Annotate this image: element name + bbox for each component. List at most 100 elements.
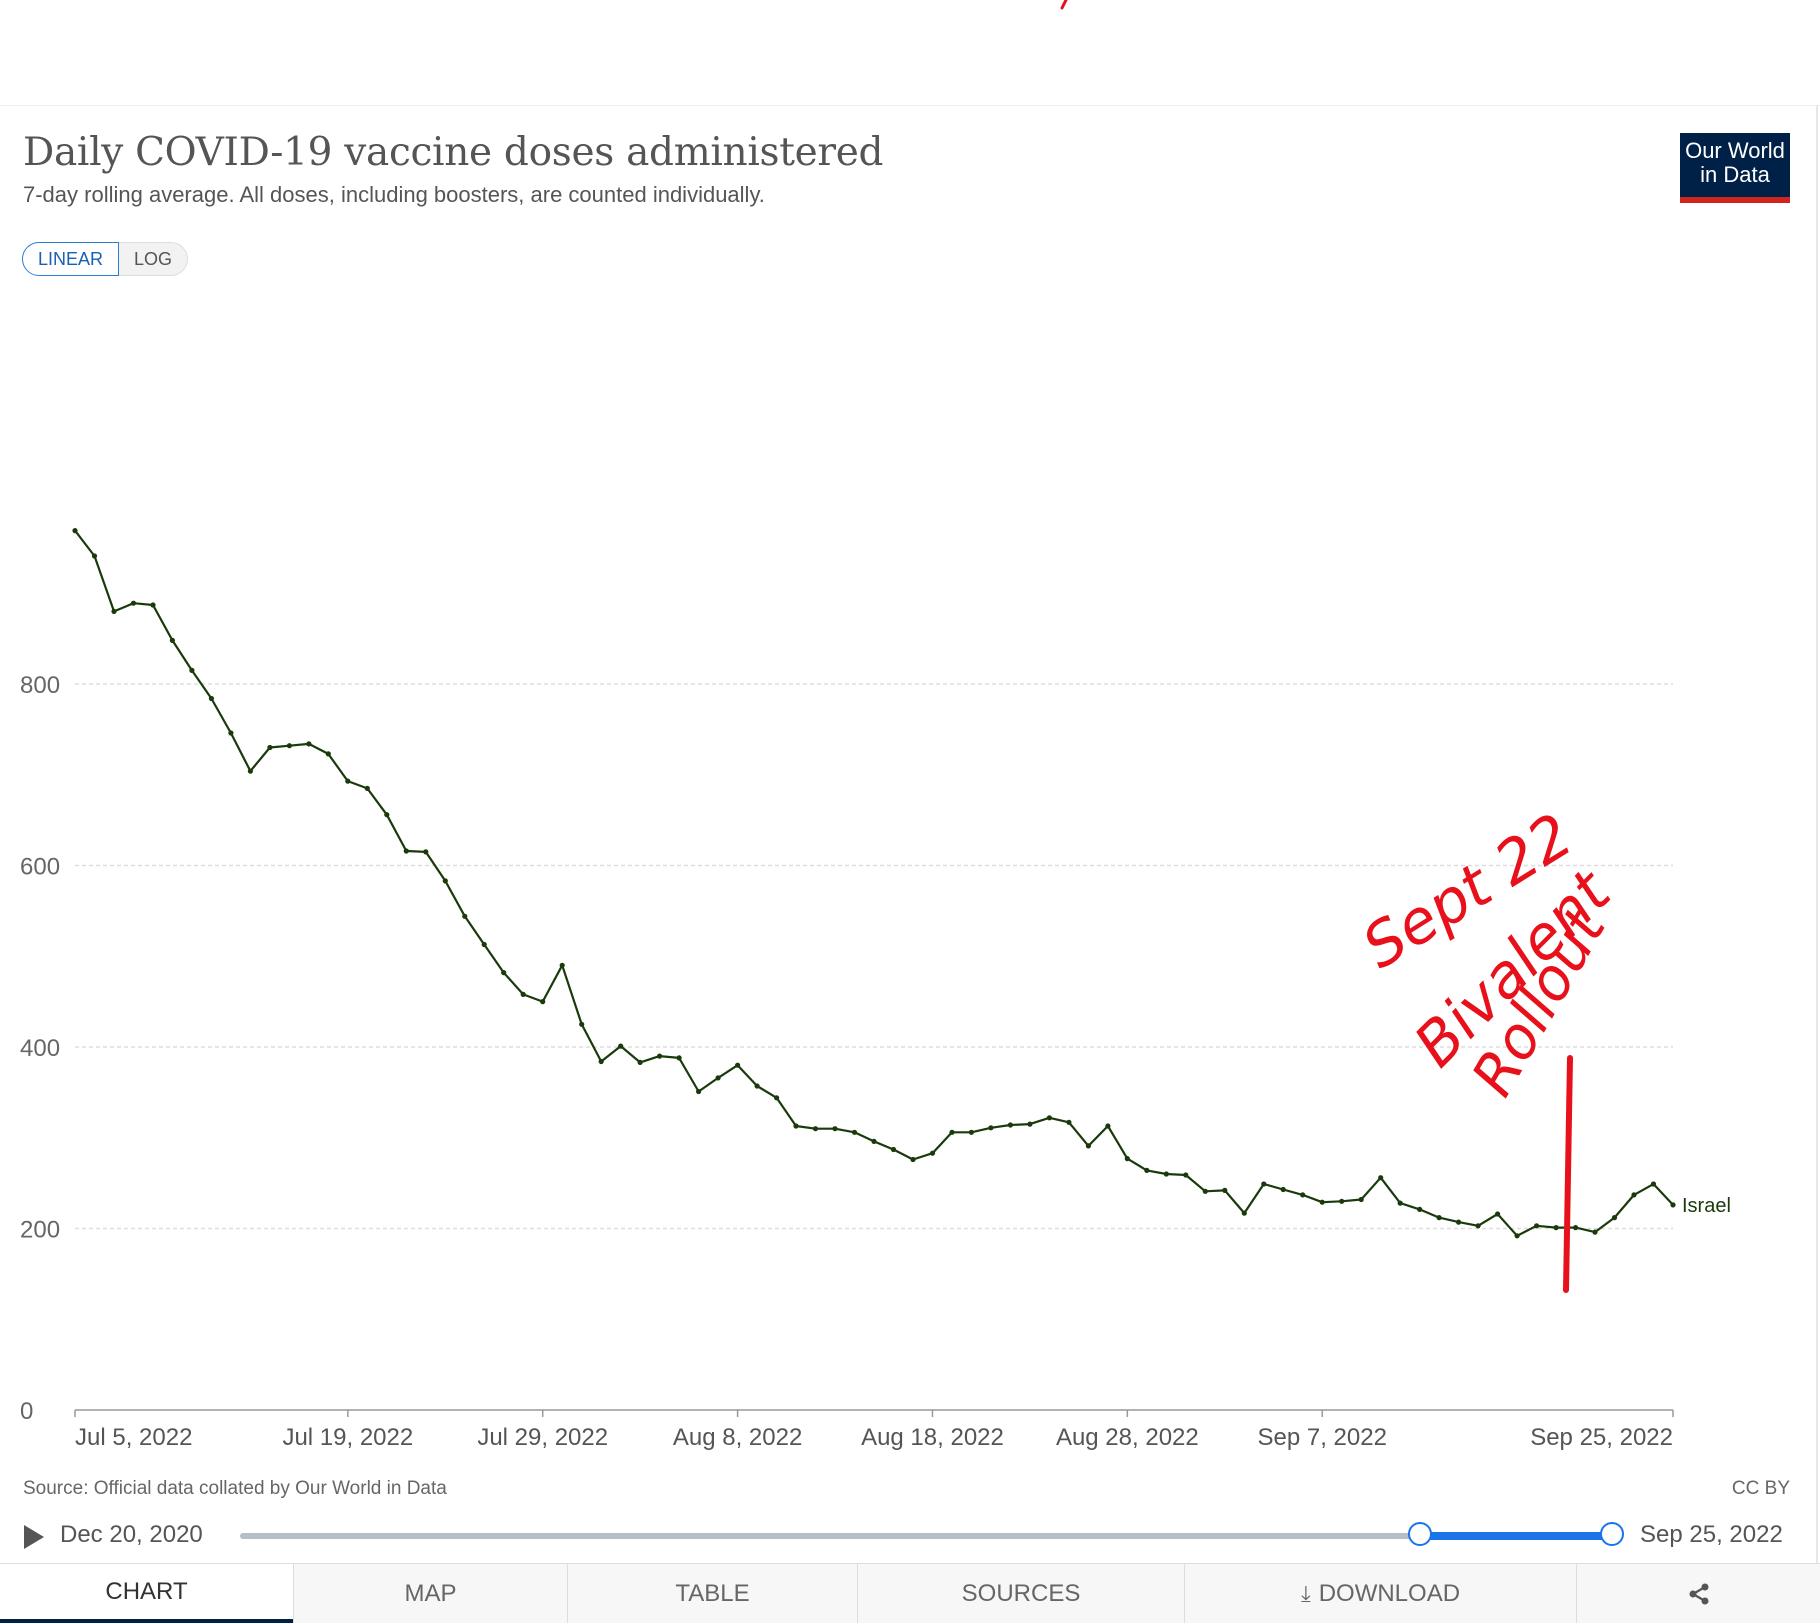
data-point xyxy=(1397,1200,1403,1206)
data-point xyxy=(1183,1172,1189,1178)
data-point xyxy=(657,1053,663,1059)
data-point xyxy=(1124,1156,1130,1162)
log-scale-button[interactable]: LOG xyxy=(119,242,189,276)
data-point xyxy=(1046,1115,1052,1121)
data-point xyxy=(968,1129,975,1135)
data-point xyxy=(520,991,526,998)
data-point xyxy=(1105,1123,1111,1129)
data-point xyxy=(890,1146,897,1153)
timeline-end-date: Sep 25, 2022 xyxy=(1640,1521,1783,1548)
tab-table[interactable]: TABLE xyxy=(567,1564,857,1623)
tab-sources[interactable]: SOURCES xyxy=(857,1564,1184,1623)
data-point xyxy=(1553,1225,1559,1231)
data-point xyxy=(1202,1188,1208,1194)
line-chart: 0 200 400 600 800 Jul 5, 2022 Jul 19, 2022 Jul … xyxy=(20,528,1731,1451)
share-icon xyxy=(1689,1583,1708,1604)
series-line-israel xyxy=(74,529,1674,1237)
timeline-start-date: Dec 20, 2020 xyxy=(60,1521,203,1548)
tab-bar: CHART MAP TABLE SOURCES ⤓ DOWNLOAD xyxy=(0,1563,1820,1623)
data-point xyxy=(423,849,429,855)
timeline-start-handle[interactable] xyxy=(1407,1522,1432,1546)
data-point xyxy=(579,1021,585,1027)
timeline-end-handle[interactable] xyxy=(1600,1522,1624,1546)
data-point xyxy=(735,1062,741,1068)
y-tick-label-0: 0 xyxy=(20,1398,33,1425)
data-point xyxy=(345,778,351,784)
data-point xyxy=(1339,1198,1345,1204)
data-point xyxy=(1378,1175,1384,1181)
data-point xyxy=(1436,1215,1442,1221)
tab-download-label: DOWNLOAD xyxy=(1318,1579,1461,1607)
data-point xyxy=(793,1123,799,1129)
data-point xyxy=(1241,1210,1247,1216)
data-point xyxy=(1611,1215,1618,1221)
y-tick-label-400: 400 xyxy=(20,1035,60,1062)
data-point xyxy=(1222,1187,1228,1193)
data-point xyxy=(325,751,331,757)
data-point xyxy=(384,812,390,818)
data-point xyxy=(364,785,370,791)
data-point xyxy=(286,743,292,749)
data-point xyxy=(150,602,156,608)
data-point xyxy=(1417,1206,1423,1212)
data-point xyxy=(559,962,565,968)
data-point xyxy=(91,553,98,559)
data-point xyxy=(676,1055,682,1061)
data-point xyxy=(910,1156,916,1163)
data-point xyxy=(228,730,234,736)
data-point xyxy=(208,695,214,702)
data-point xyxy=(1280,1186,1286,1193)
data-point xyxy=(540,999,546,1005)
data-point xyxy=(715,1075,721,1081)
data-point xyxy=(1534,1223,1540,1229)
linear-scale-button[interactable]: LINEAR xyxy=(22,242,120,276)
timeline-selected-range xyxy=(1419,1532,1612,1540)
timeline-track[interactable] xyxy=(240,1533,1612,1539)
data-point xyxy=(1066,1119,1072,1125)
play-icon[interactable] xyxy=(24,1525,44,1549)
data-point xyxy=(988,1125,994,1131)
data-point xyxy=(832,1126,838,1132)
download-icon: ⤓ xyxy=(1300,1580,1311,1606)
data-point xyxy=(812,1126,819,1132)
data-point xyxy=(851,1129,858,1135)
data-point xyxy=(189,667,195,673)
data-point xyxy=(1319,1199,1325,1205)
x-tick-label-7: Sep 25, 2022 xyxy=(1530,1424,1673,1451)
license-link[interactable]: CC BY xyxy=(1731,1478,1790,1499)
data-point xyxy=(1495,1211,1501,1217)
data-point xyxy=(1163,1171,1169,1177)
data-point xyxy=(501,970,507,976)
timeline: Dec 20, 2020 Sep 25, 2022 xyxy=(0,1515,1820,1555)
data-point xyxy=(774,1095,780,1101)
data-point xyxy=(481,941,487,948)
data-point xyxy=(267,744,273,751)
x-tick-label-1: Jul 19, 2022 xyxy=(282,1424,413,1451)
data-point xyxy=(403,848,409,854)
data-point xyxy=(1358,1196,1364,1203)
data-point xyxy=(637,1059,643,1065)
logo-line-1: Our World xyxy=(1685,138,1785,163)
data-point xyxy=(1573,1225,1579,1231)
share-button[interactable] xyxy=(1576,1564,1820,1623)
data-point xyxy=(754,1083,760,1089)
owid-logo[interactable]: Our World in Data xyxy=(1680,133,1790,203)
x-tick-label-4: Aug 18, 2022 xyxy=(861,1424,1004,1451)
data-point xyxy=(929,1150,936,1156)
y-tick-label-600: 600 xyxy=(20,854,60,881)
data-point xyxy=(306,741,312,747)
source-note[interactable]: Source: Official data collated by Our Wo… xyxy=(23,1478,447,1499)
x-tick-label-0: Jul 5, 2022 xyxy=(75,1424,192,1451)
data-point xyxy=(1631,1192,1637,1198)
data-point xyxy=(462,913,468,919)
tab-chart[interactable]: CHART xyxy=(0,1564,293,1623)
data-point xyxy=(130,600,137,606)
x-tick-label-2: Jul 29, 2022 xyxy=(477,1424,608,1451)
chart-subtitle: 7-day rolling average. All doses, includ… xyxy=(23,182,765,207)
tab-download[interactable]: ⤓ DOWNLOAD xyxy=(1184,1564,1576,1623)
tab-map[interactable]: MAP xyxy=(293,1564,567,1623)
data-point xyxy=(1650,1181,1657,1187)
chart-title: Daily COVID-19 vaccine doses administere… xyxy=(23,130,884,175)
data-point xyxy=(1475,1223,1481,1229)
x-tick-label-3: Aug 8, 2022 xyxy=(673,1424,802,1451)
